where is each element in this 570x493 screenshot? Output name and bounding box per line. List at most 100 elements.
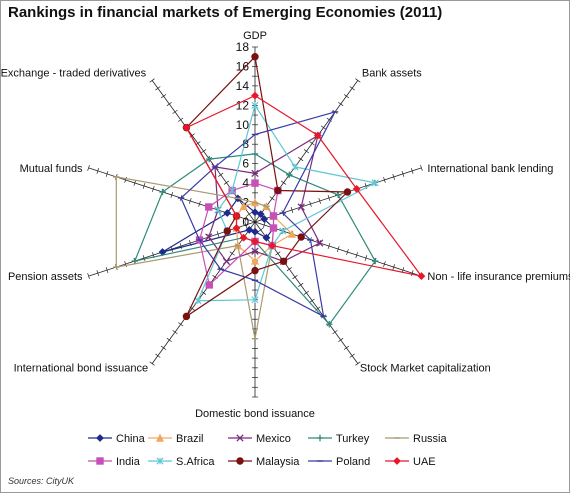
axis-tick — [286, 267, 292, 272]
series-uae — [182, 91, 426, 280]
axis-tick — [166, 337, 172, 343]
tick-label: 14 — [236, 79, 250, 93]
axis-tick — [320, 125, 327, 130]
tick-label: 4 — [242, 176, 249, 190]
data-point — [251, 266, 259, 275]
data-point — [269, 212, 278, 220]
axis-label: International bank lending — [427, 163, 553, 175]
data-point — [245, 225, 254, 234]
axis-tick — [346, 249, 349, 256]
axis-tick — [318, 198, 321, 204]
data-point — [297, 233, 305, 241]
data-point — [155, 433, 165, 442]
data-point — [206, 155, 213, 163]
data-point — [268, 241, 277, 250]
legend-item: Mexico — [228, 433, 291, 445]
axis-tick — [189, 198, 192, 204]
axis-tick — [280, 180, 287, 185]
axis-tick — [336, 246, 340, 253]
axis-tick — [160, 94, 167, 99]
axis-tick — [338, 337, 344, 343]
data-point — [251, 227, 259, 236]
data-point — [156, 457, 164, 465]
axis-tick — [200, 149, 207, 154]
axis-label: Exchange - traded derivatives — [1, 67, 147, 79]
data-point — [223, 227, 231, 235]
axis-tick — [96, 167, 100, 174]
axis-tick — [298, 157, 304, 162]
legend-label: S.Africa — [176, 456, 215, 468]
data-point — [251, 169, 259, 178]
tick-label: 10 — [236, 118, 250, 132]
data-point — [251, 237, 259, 246]
data-point — [205, 281, 213, 289]
tick-label: 16 — [236, 59, 250, 73]
series-line — [208, 134, 321, 263]
axis-label: Mutual funds — [20, 163, 83, 175]
axis-tick — [355, 361, 361, 366]
data-point — [182, 312, 191, 321]
series-china — [158, 194, 278, 256]
axis-label: Pension assets — [8, 271, 83, 283]
series-safrica — [194, 101, 379, 305]
data-point — [236, 434, 244, 442]
axis-tick — [327, 243, 331, 249]
axis-tick — [216, 231, 220, 237]
legend-item: Russia — [385, 433, 448, 445]
axis-tick — [170, 191, 174, 198]
data-point — [297, 203, 305, 211]
legend-label: Russia — [413, 433, 448, 445]
axis-label: GDP — [243, 30, 267, 42]
axis-tick — [420, 164, 423, 171]
axis-tick — [309, 298, 315, 303]
data-point — [260, 215, 269, 223]
legend-label: Malaysia — [256, 456, 300, 468]
axis-labels: GDP Bank assets International bank lending… — [1, 30, 570, 420]
data-point — [372, 257, 379, 265]
data-point — [269, 224, 278, 232]
axis-tick — [172, 109, 178, 114]
axis-tick — [178, 322, 184, 327]
data-point — [251, 247, 259, 255]
axis-label: Non - life insurance premiums — [427, 271, 570, 283]
data-point — [239, 233, 248, 242]
legend-label: Poland — [336, 456, 370, 468]
legend: China Brazil Mexico Turkey Russia India S.Afri… — [88, 433, 448, 468]
data-point — [214, 206, 222, 214]
data-point — [223, 209, 232, 217]
data-point — [335, 191, 342, 199]
legend-label: Mexico — [256, 433, 291, 445]
data-point — [256, 210, 265, 219]
axis-tick — [229, 251, 235, 256]
data-point — [182, 123, 191, 132]
axis-label: International bond issuance — [14, 363, 149, 375]
tick-labels: 0 2 4 6 8 10 12 14 16 18 — [236, 40, 250, 229]
axis-tick — [349, 86, 355, 91]
axis-tick — [343, 94, 350, 99]
axis-tick — [292, 275, 298, 280]
axis-tick — [410, 167, 414, 174]
data-point — [274, 186, 282, 195]
axis-tick — [244, 216, 248, 222]
data-point — [316, 434, 324, 442]
axis-label: Domestic bond issuance — [195, 408, 315, 420]
axis-tick — [355, 252, 358, 259]
data-point — [131, 257, 138, 265]
tick-label: 18 — [236, 40, 250, 54]
axis-tick — [160, 345, 167, 350]
legend-item: Brazil — [148, 433, 204, 445]
axis-tick — [410, 270, 414, 277]
data-point — [279, 227, 287, 235]
axis-tick — [155, 353, 161, 358]
legend-item: India — [88, 456, 141, 468]
legend-label: China — [116, 433, 146, 445]
axis-tick — [155, 86, 161, 91]
axis-tick — [349, 353, 355, 358]
data-point — [159, 188, 166, 196]
data-point — [251, 101, 259, 109]
data-point — [316, 239, 324, 247]
axis-tick — [178, 117, 184, 122]
series-line — [115, 176, 275, 339]
axis-tick — [309, 201, 312, 207]
axis-tick — [142, 255, 146, 262]
